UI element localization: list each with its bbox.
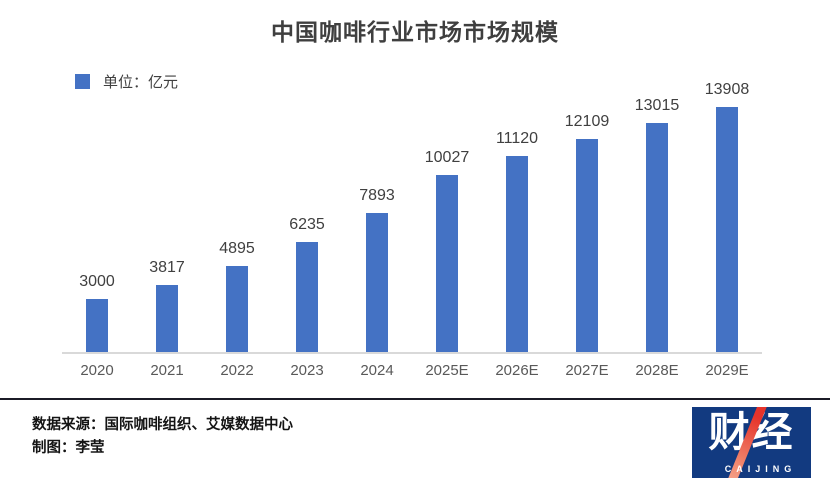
caijing-logo: 财经 CAIJING bbox=[692, 407, 811, 478]
bar-value-label: 7893 bbox=[359, 187, 395, 204]
x-axis-labels: 2020 2021 2022 2023 2024 2025E 2026E 2027E 2028E… bbox=[62, 362, 762, 379]
bar bbox=[366, 213, 388, 352]
bar-column: 4895 bbox=[202, 64, 272, 352]
bar-value-label: 13908 bbox=[704, 81, 750, 98]
bar-column: 11120 bbox=[482, 64, 552, 352]
bar-value-label: 11120 bbox=[495, 130, 539, 147]
x-axis-label: 2028E bbox=[635, 362, 679, 379]
x-axis-label: 2026E bbox=[495, 362, 539, 379]
source-block: 数据来源：国际咖啡组织、艾媒数据中心 制图：李莹 bbox=[32, 414, 293, 460]
bar bbox=[576, 139, 598, 352]
bar bbox=[716, 107, 738, 352]
bar-chart-plot-area: 3000 3817 4895 6235 7893 10027 11120 12109 13015… bbox=[62, 64, 762, 352]
x-axis-label: 2024 bbox=[360, 362, 394, 379]
bar bbox=[86, 299, 108, 352]
bar-value-label: 6235 bbox=[289, 216, 325, 233]
footer-separator-line bbox=[0, 398, 830, 400]
logo-english-text: CAIJING bbox=[724, 464, 797, 474]
x-axis-label: 2025E bbox=[425, 362, 469, 379]
x-axis-label: 2021 bbox=[150, 362, 184, 379]
bar-value-label: 13015 bbox=[634, 97, 680, 114]
x-axis-label: 2020 bbox=[80, 362, 114, 379]
bar-column: 7893 bbox=[342, 64, 412, 352]
bar-column: 3817 bbox=[132, 64, 202, 352]
bar-value-label: 3817 bbox=[149, 259, 185, 276]
x-axis-label: 2027E bbox=[565, 362, 609, 379]
bar bbox=[296, 242, 318, 352]
legend-swatch-icon bbox=[75, 74, 90, 89]
chart-title: 中国咖啡行业市场市场规模 bbox=[271, 19, 559, 45]
bar-value-label: 4895 bbox=[219, 240, 255, 257]
bar bbox=[156, 285, 178, 352]
bar-column: 13015 bbox=[622, 64, 692, 352]
x-axis-label: 2029E bbox=[705, 362, 749, 379]
bar bbox=[436, 175, 458, 352]
bar bbox=[226, 266, 248, 352]
legend-label: 单位：亿元 bbox=[103, 74, 179, 91]
data-source-line: 数据来源：国际咖啡组织、艾媒数据中心 bbox=[32, 417, 293, 433]
bar bbox=[506, 156, 528, 352]
x-axis-label: 2022 bbox=[220, 362, 254, 379]
bar-column: 13908 bbox=[692, 64, 762, 352]
bar bbox=[646, 123, 668, 352]
bar-value-label: 3000 bbox=[79, 273, 115, 290]
bar-value-label: 10027 bbox=[424, 149, 470, 166]
bar-column: 10027 bbox=[412, 64, 482, 352]
credit-line: 制图：李莹 bbox=[32, 440, 105, 456]
x-axis-label: 2023 bbox=[290, 362, 324, 379]
bar-column: 3000 bbox=[62, 64, 132, 352]
legend: 单位：亿元 bbox=[75, 71, 178, 92]
bar-column: 12109 bbox=[552, 64, 622, 352]
bar-value-label: 12109 bbox=[564, 113, 610, 130]
bar-column: 6235 bbox=[272, 64, 342, 352]
x-axis-line bbox=[62, 352, 762, 354]
